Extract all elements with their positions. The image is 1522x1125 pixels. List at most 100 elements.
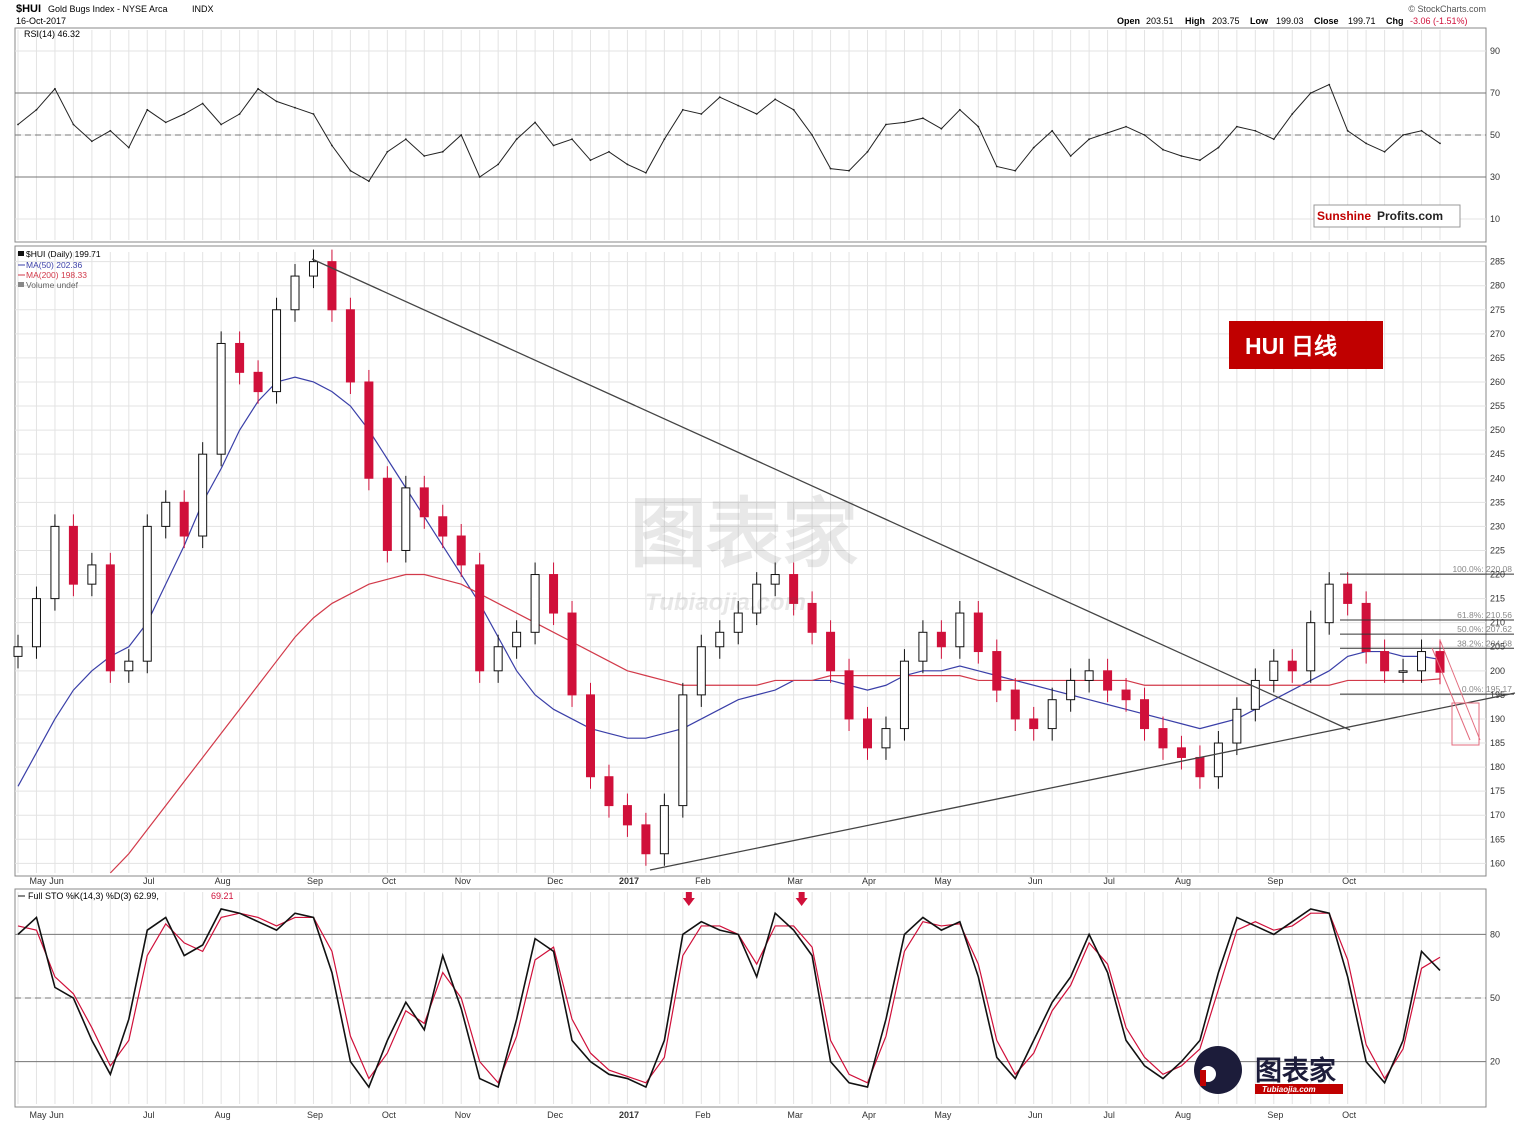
candle-up: [87, 564, 97, 585]
rsi-point: [1106, 132, 1109, 134]
price-tick-label: 200: [1490, 666, 1505, 676]
logo-ear-icon: [1200, 1070, 1206, 1086]
candle-down: [863, 718, 873, 749]
x-tick-label: Jul: [1103, 876, 1115, 886]
price-candles: [13, 249, 1445, 866]
fib-label: 38.2%: 204.68: [1457, 638, 1512, 648]
rsi-point: [109, 129, 112, 132]
x-tick-label: Sep: [307, 876, 323, 886]
rsi-tick-label: 70: [1490, 88, 1500, 98]
candle-up: [1398, 670, 1408, 673]
rsi-point: [1199, 159, 1201, 162]
price-tick-label: 210: [1490, 618, 1505, 628]
x-tick-label: Oct: [1342, 1110, 1357, 1120]
rsi-point: [127, 146, 130, 149]
moving-averages: [17, 376, 1441, 874]
rsi-point: [1069, 155, 1072, 157]
legend-ma50: MA(50) 202.36: [26, 260, 82, 270]
candle-down: [1343, 583, 1353, 604]
candle-up: [955, 612, 965, 648]
rsi-point: [940, 127, 943, 130]
rsi-point: [17, 123, 19, 126]
fib-label: 50.0%: 207.62: [1457, 624, 1512, 634]
x-tick-label: Jun: [1028, 876, 1043, 886]
candle-up: [272, 309, 282, 393]
rsi-point: [644, 171, 647, 174]
fibonacci-levels: 100.0%: 220.08 61.8%: 210.56 50.0%: 207.62…: [1340, 564, 1514, 695]
rsi-point: [404, 138, 407, 141]
candle-up: [216, 342, 226, 455]
price-legend: $HUI (Daily) 199.71 MA(50) 202.36 MA(200…: [18, 249, 101, 290]
axis-labels: 90 70 50 30 10 285 280 275 270 265 260 255 250 245 240…: [29, 46, 1505, 1120]
candle-up: [1066, 679, 1076, 701]
x-tick-label: Mar: [787, 1110, 803, 1120]
candle-down: [622, 805, 632, 826]
candle-down: [549, 574, 559, 614]
header-date: 16-Oct-2017: [16, 16, 66, 26]
x-tick-label: Oct: [382, 876, 397, 886]
sunshine-text: Sunshine: [1317, 209, 1371, 223]
price-tick-label: 265: [1490, 353, 1505, 363]
x-tick-label: Jun: [1028, 1110, 1043, 1120]
tubiaojia-watermark: 图表家 Tubiaojia.com: [630, 492, 858, 616]
candle-down: [1010, 689, 1020, 720]
price-tick-label: 245: [1490, 449, 1505, 459]
rsi-point: [90, 140, 93, 143]
fib-label: 0.0%: 195.17: [1462, 684, 1512, 694]
sto-tick-label: 20: [1490, 1057, 1500, 1067]
sto-legend-d: 69.21: [211, 891, 234, 901]
legend-ma200: MA(200) 198.33: [26, 270, 87, 280]
candle-up: [530, 574, 540, 633]
header-exchange: INDX: [192, 4, 214, 14]
candle-down: [253, 371, 263, 393]
price-tick-label: 185: [1490, 738, 1505, 748]
legend-price: $HUI (Daily) 199.71: [26, 249, 101, 259]
profits-text: Profits.com: [1377, 209, 1443, 223]
rsi-point: [1162, 148, 1164, 151]
x-tick-label: 2017: [619, 876, 639, 886]
x-tick-label: Jul: [1103, 1110, 1115, 1120]
rsi-point: [386, 150, 389, 153]
sunshine-logo-box: [1313, 204, 1461, 228]
candle-up: [290, 275, 300, 311]
candle-down: [364, 381, 374, 479]
candle-down: [1158, 728, 1168, 749]
price-panel-frame: [14, 245, 1487, 877]
rsi-point: [183, 113, 186, 115]
chg-label: Chg: [1386, 16, 1404, 26]
candle-down: [105, 564, 115, 672]
price-tick-label: 230: [1490, 521, 1505, 531]
candle-up: [715, 631, 725, 648]
rsi-point: [35, 108, 38, 111]
candle-down: [992, 651, 1002, 691]
candle-down: [567, 612, 577, 696]
price-tick-label: 270: [1490, 329, 1505, 339]
x-tick-label: Feb: [695, 1110, 711, 1120]
candle-up: [899, 660, 909, 730]
rsi-point: [423, 155, 426, 157]
candle-down: [973, 612, 983, 653]
rsi-point: [1088, 138, 1091, 141]
rsi-point: [275, 100, 278, 103]
stockcharts-watermark: © StockCharts.com: [1408, 4, 1486, 14]
rsi-point: [1346, 129, 1349, 132]
rsi-line: [17, 83, 1441, 182]
rsi-point: [1014, 169, 1017, 172]
rsi-point: [1217, 146, 1220, 149]
rsi-point: [700, 113, 703, 115]
rsi-point: [1383, 150, 1386, 153]
price-tick-label: 285: [1490, 257, 1505, 267]
candle-up: [733, 612, 743, 633]
candle-down: [179, 501, 189, 537]
candle-down: [456, 535, 466, 566]
rsi-point: [497, 163, 500, 166]
candle-up: [50, 525, 60, 600]
legend-volume: Volume undef: [26, 280, 79, 290]
candle-down: [641, 824, 651, 855]
x-tick-label: Dec: [547, 876, 564, 886]
candle-down: [438, 516, 448, 537]
fib-label: 61.8%: 210.56: [1457, 610, 1512, 620]
rsi-point: [737, 104, 740, 107]
x-tick-label: Sep: [1267, 1110, 1283, 1120]
rsi-point: [608, 150, 610, 153]
